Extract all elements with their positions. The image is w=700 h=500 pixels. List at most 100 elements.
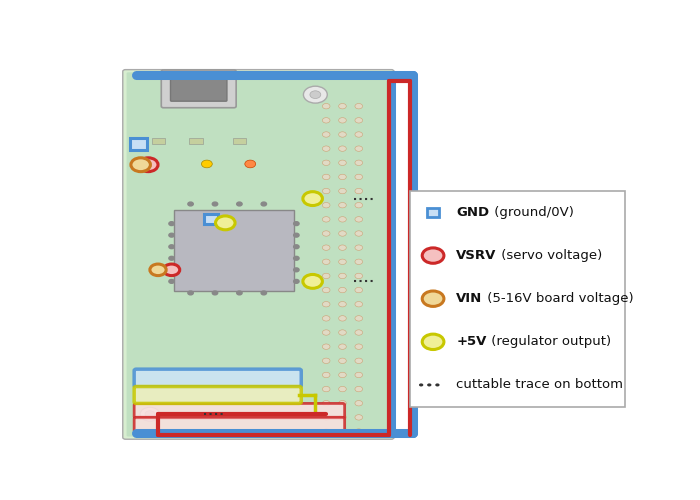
Text: VSRV: VSRV: [456, 249, 497, 262]
Bar: [410, 191, 624, 406]
Circle shape: [339, 104, 346, 109]
Circle shape: [323, 259, 330, 264]
FancyBboxPatch shape: [122, 70, 394, 439]
Circle shape: [169, 268, 174, 272]
Circle shape: [169, 245, 174, 248]
Circle shape: [323, 372, 330, 378]
Circle shape: [339, 414, 346, 420]
Bar: [174, 210, 294, 291]
FancyBboxPatch shape: [134, 404, 344, 418]
Circle shape: [323, 344, 330, 350]
Circle shape: [323, 188, 330, 194]
Circle shape: [216, 216, 235, 230]
Circle shape: [355, 372, 363, 378]
Circle shape: [355, 344, 363, 350]
Text: (servo voltage): (servo voltage): [497, 249, 602, 262]
Circle shape: [188, 291, 193, 295]
Circle shape: [355, 302, 363, 307]
Circle shape: [339, 273, 346, 278]
Circle shape: [339, 160, 346, 166]
Circle shape: [323, 273, 330, 278]
Circle shape: [294, 222, 299, 226]
Circle shape: [323, 358, 330, 364]
Circle shape: [323, 160, 330, 166]
Circle shape: [150, 264, 166, 276]
Circle shape: [355, 414, 363, 420]
Circle shape: [294, 268, 299, 272]
Circle shape: [294, 280, 299, 283]
Circle shape: [323, 202, 330, 208]
Circle shape: [303, 274, 323, 288]
Circle shape: [355, 174, 363, 180]
Circle shape: [355, 288, 363, 293]
FancyBboxPatch shape: [161, 70, 236, 108]
Text: GND: GND: [456, 206, 489, 219]
Circle shape: [427, 384, 431, 386]
FancyBboxPatch shape: [134, 386, 301, 404]
Circle shape: [261, 291, 267, 295]
FancyBboxPatch shape: [171, 74, 227, 101]
Circle shape: [422, 248, 444, 264]
Circle shape: [339, 202, 346, 208]
Circle shape: [355, 330, 363, 335]
Circle shape: [435, 384, 440, 386]
Circle shape: [355, 429, 363, 434]
Circle shape: [339, 216, 346, 222]
Bar: [233, 138, 246, 144]
Circle shape: [339, 344, 346, 350]
Circle shape: [323, 231, 330, 236]
Circle shape: [323, 386, 330, 392]
Circle shape: [294, 234, 299, 237]
Circle shape: [355, 245, 363, 250]
Circle shape: [164, 264, 180, 276]
Circle shape: [323, 302, 330, 307]
Circle shape: [237, 291, 242, 295]
Circle shape: [323, 330, 330, 335]
Circle shape: [237, 202, 242, 206]
Bar: [130, 138, 147, 150]
Circle shape: [355, 202, 363, 208]
FancyBboxPatch shape: [127, 72, 390, 436]
Circle shape: [140, 408, 160, 421]
Circle shape: [339, 146, 346, 152]
Circle shape: [355, 358, 363, 364]
Circle shape: [139, 158, 158, 172]
Circle shape: [339, 330, 346, 335]
Circle shape: [422, 334, 444, 349]
Circle shape: [212, 202, 218, 206]
Circle shape: [339, 259, 346, 264]
Circle shape: [323, 118, 330, 123]
Circle shape: [339, 358, 346, 364]
Circle shape: [245, 160, 255, 168]
Circle shape: [355, 146, 363, 152]
Circle shape: [294, 245, 299, 248]
Circle shape: [355, 259, 363, 264]
Circle shape: [355, 118, 363, 123]
Circle shape: [261, 202, 267, 206]
Circle shape: [323, 414, 330, 420]
Bar: [190, 138, 202, 144]
Circle shape: [145, 410, 155, 418]
Circle shape: [355, 132, 363, 137]
Circle shape: [323, 104, 330, 109]
Circle shape: [323, 146, 330, 152]
Circle shape: [323, 429, 330, 434]
Circle shape: [339, 400, 346, 406]
Circle shape: [355, 386, 363, 392]
Circle shape: [355, 160, 363, 166]
Circle shape: [131, 158, 150, 172]
Circle shape: [310, 91, 321, 98]
Circle shape: [422, 291, 444, 306]
Circle shape: [188, 202, 193, 206]
Circle shape: [323, 174, 330, 180]
Text: cuttable trace on bottom: cuttable trace on bottom: [456, 378, 624, 392]
Circle shape: [339, 132, 346, 137]
Circle shape: [169, 222, 174, 226]
Circle shape: [323, 400, 330, 406]
Circle shape: [212, 291, 218, 295]
Circle shape: [323, 245, 330, 250]
Circle shape: [339, 372, 346, 378]
Circle shape: [323, 216, 330, 222]
Circle shape: [169, 280, 174, 283]
Bar: [204, 214, 218, 224]
